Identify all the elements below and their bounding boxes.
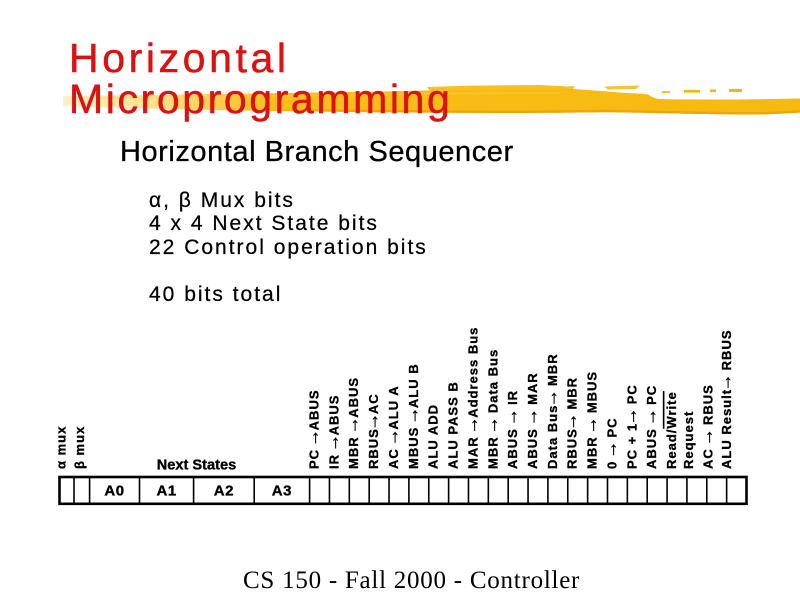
- svg-text:A1: A1: [157, 483, 177, 500]
- svg-text:AC → RBUS: AC → RBUS: [696, 384, 716, 469]
- svg-text:0 → PC: 0 → PC: [600, 417, 620, 469]
- svg-text:PC →ABUS: PC →ABUS: [303, 389, 323, 469]
- svg-text:A3: A3: [272, 483, 292, 500]
- svg-text:IR →ABUS: IR →ABUS: [322, 395, 342, 469]
- svg-text:MBR → Data Bus: MBR → Data Bus: [481, 349, 501, 469]
- svg-text:Data Bus→ MBR: Data Bus→ MBR: [541, 353, 561, 469]
- svg-text:ALU Result→ RBUS: ALU Result→ RBUS: [715, 329, 735, 469]
- svg-text:MAR →Address Bus: MAR →Address Bus: [461, 327, 481, 469]
- svg-text:ABUS → PC: ABUS → PC: [640, 385, 660, 469]
- svg-text:A0: A0: [104, 483, 124, 500]
- svg-text:ABUS → MAR: ABUS → MAR: [521, 372, 541, 469]
- svg-text:ABUS → IR: ABUS → IR: [501, 390, 521, 469]
- svg-text:RBUS→AC: RBUS→AC: [362, 393, 382, 469]
- svg-text:AC →ALU A: AC →ALU A: [382, 385, 402, 469]
- svg-text:α mux: α mux: [54, 426, 69, 469]
- svg-text:β mux: β mux: [72, 426, 87, 469]
- svg-text:MBR → MBUS: MBR → MBUS: [581, 371, 601, 469]
- svg-text:MBUS →ALU B: MBUS →ALU B: [402, 363, 422, 469]
- svg-text:A2: A2: [214, 483, 234, 500]
- svg-text:Request: Request: [681, 411, 696, 469]
- svg-text:Read/Write: Read/Write: [664, 391, 679, 469]
- svg-text:Next States: Next States: [157, 458, 237, 474]
- svg-text:MBR →ABUS: MBR →ABUS: [342, 377, 362, 469]
- svg-text:PC + 1→ PC: PC + 1→ PC: [620, 384, 640, 469]
- svg-text:RBUS→ MBR: RBUS→ MBR: [561, 377, 581, 469]
- svg-text:ALU PASS B: ALU PASS B: [446, 381, 461, 469]
- svg-text:ALU ADD: ALU ADD: [426, 404, 441, 469]
